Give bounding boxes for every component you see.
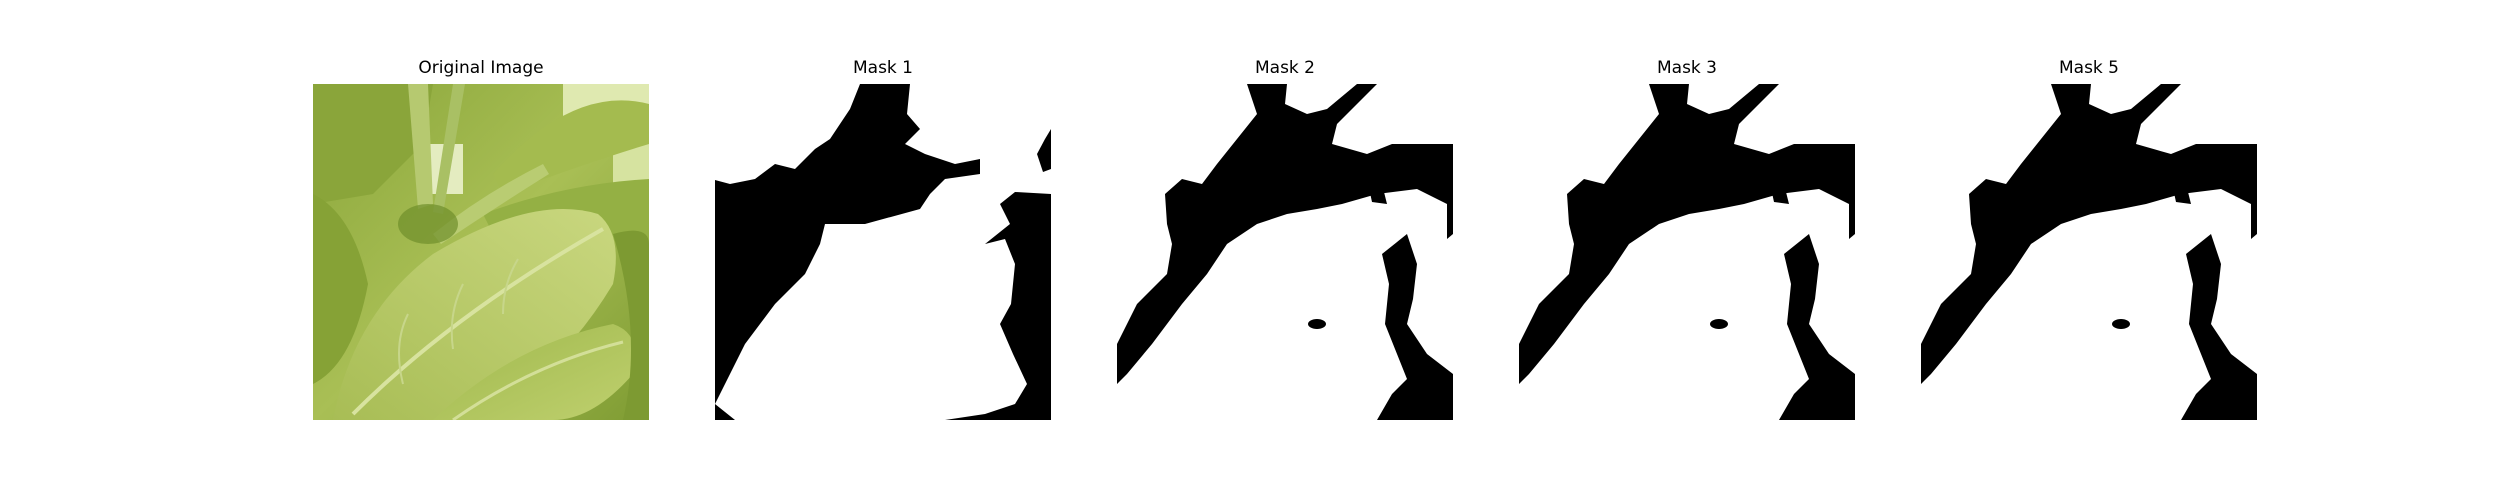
mask-1 [715, 84, 1051, 420]
mask-3-title: Mask 3 [1656, 58, 1717, 78]
mask-2 [1117, 84, 1453, 420]
mask-2-image [1117, 84, 1453, 420]
mask-3-image [1519, 84, 1855, 420]
original-image [313, 84, 649, 420]
leaf-photo [313, 84, 649, 420]
mask-3 [1519, 84, 1855, 420]
mask-5 [1921, 84, 2257, 420]
mask-5-image [1921, 84, 2257, 420]
mask-5-title: Mask 5 [2058, 58, 2119, 78]
mask-1-image [715, 84, 1051, 420]
mask-1-title: Mask 1 [852, 58, 913, 78]
mask-2-title: Mask 2 [1254, 58, 1315, 78]
original-image-title: Original Image [418, 58, 544, 78]
